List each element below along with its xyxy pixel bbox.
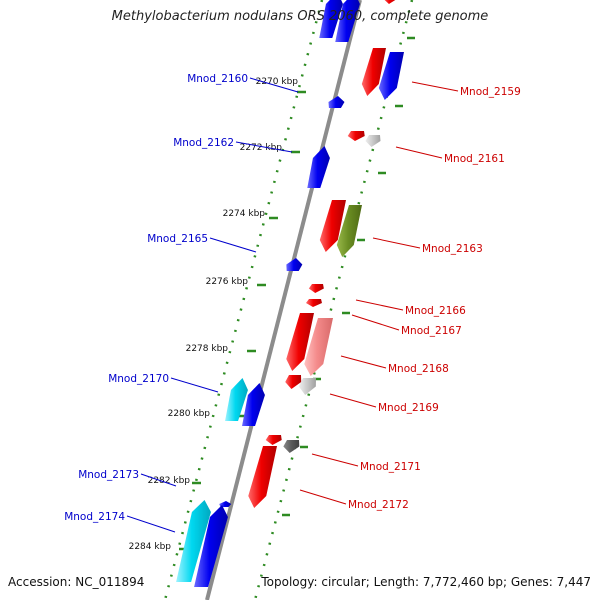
gene-leader-line [209,237,257,253]
gene-arrow-reverse [336,205,362,257]
gene-arrow-forward [176,500,211,582]
gene-label-reverse: Mnod_2168 [388,363,449,375]
accession-text: Accession: NC_011894 [8,575,145,589]
gene-leader-line [351,314,400,331]
gene-leader-line [411,81,459,92]
gene-leader-line [395,146,443,159]
gene-arrow-reverse [286,313,314,371]
gene-label-reverse: Mnod_2159 [460,86,521,98]
gene-arrow-forward [335,0,360,42]
genome-summary-text: Topology: circular; Length: 7,772,460 bp… [261,575,591,589]
gene-arrow-reverse [361,48,386,96]
gene-label-reverse: Mnod_2169 [378,402,439,414]
scale-tick-label: 2282 kbp [148,476,191,486]
gene-leader-line [372,237,421,249]
gene-arrow-forward [242,383,265,426]
gene-arrow-forward [225,378,248,421]
gene-arrow-forward [194,505,228,587]
scale-tick-label: 2276 kbp [206,277,249,287]
gene-label-reverse: Mnod_2163 [422,243,483,255]
gene-arrow-reverse [319,200,346,252]
gene-arrow-reverse [347,131,365,141]
gene-label-reverse: Mnod_2161 [444,153,505,165]
gene-label-forward: Mnod_2173 [78,469,139,481]
gene-arrow-forward [319,0,343,38]
gene-label-reverse: Mnod_2167 [401,325,462,337]
gene-leader-line [170,377,219,393]
gene-arrow-reverse [265,435,282,445]
gene-label-forward: Mnod_2160 [187,73,248,85]
gene-arrow-reverse [384,0,396,4]
gene-leader-line [355,299,404,311]
gene-arrow-reverse [285,375,302,389]
scale-tick-label: 2270 kbp [256,77,299,87]
gene-arrow-reverse [298,378,316,395]
gene-arrow-reverse [308,284,324,293]
scale-tick-label: 2280 kbp [168,409,211,419]
gene-label-forward: Mnod_2165 [147,233,208,245]
gene-arrow-reverse [304,318,333,376]
gene-arrow-forward [307,146,330,188]
gene-arrow-reverse [378,52,404,100]
scale-tick-label: 2278 kbp [186,344,229,354]
scale-tick-label: 2274 kbp [223,209,266,219]
gene-leader-line [140,473,177,487]
gene-arrow-reverse [283,440,300,453]
gene-label-reverse: Mnod_2172 [348,499,409,511]
gene-leader-line [299,489,347,505]
gene-arrow-reverse [365,135,381,147]
gene-label-forward: Mnod_2162 [173,137,234,149]
gene-label-forward: Mnod_2174 [64,511,125,523]
guide-track-1 [163,0,324,601]
map-title: Methylobacterium nodulans ORS 2060, comp… [111,9,489,24]
scale-tick-label: 2284 kbp [129,542,172,552]
scale-tick-label: 2272 kbp [240,143,283,153]
gene-arrow-reverse [305,299,322,307]
gene-label-forward: Mnod_2170 [108,373,169,385]
gene-leader-line [126,515,176,533]
gene-leader-line [235,141,293,153]
gene-label-reverse: Mnod_2166 [405,305,466,317]
gene-label-reverse: Mnod_2171 [360,461,421,473]
gene-arrow-forward [328,96,345,108]
gene-leader-line [340,355,387,369]
gene-leader-line [311,453,359,467]
gene-arrow-forward [286,258,303,271]
gene-leader-line [249,77,299,93]
genome-backbone-line [205,0,362,601]
gene-arrow-reverse [248,446,277,508]
gene-leader-line [329,393,377,408]
